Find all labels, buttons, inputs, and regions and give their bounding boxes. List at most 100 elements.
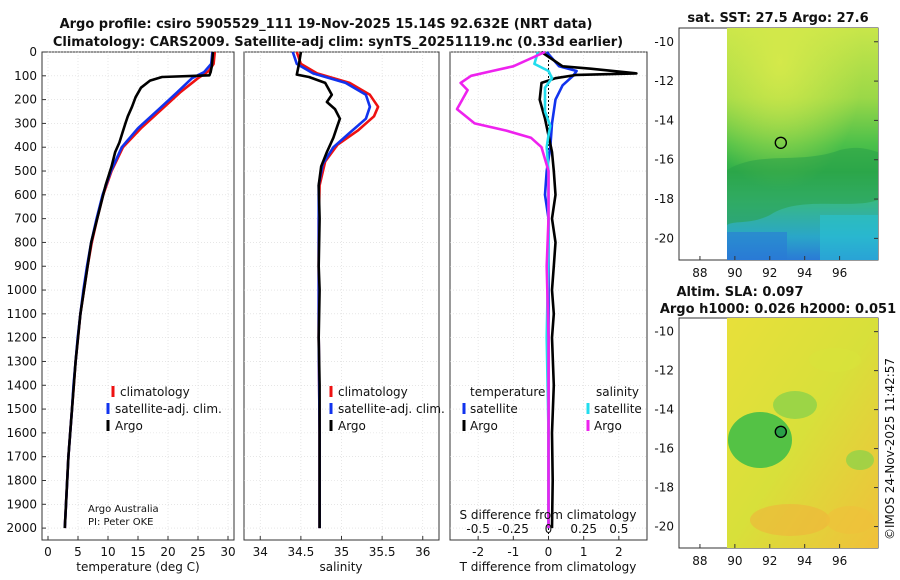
series-line-t-argo [538,50,638,529]
map-x-tick-label: 90 [727,266,742,280]
sla-map-title-1: Altim. SLA: 0.097 [677,285,804,300]
depth-tick-label: 2000 [6,521,37,535]
sst-blue-patch [727,232,787,260]
temp-legend-argo: Argo [115,419,143,433]
map-y-tick-label: -10 [654,35,674,49]
map-y-tick-label: -14 [654,113,674,127]
difference-legend-right: salinity satellite Argo [586,385,642,433]
title-line-2: Climatology: CARS2009. Satellite-adj cli… [53,35,623,50]
title-line-1: Argo profile: csiro 5905529_111 19-Nov-2… [60,17,593,32]
x-tick-label: -2 [472,545,484,559]
x-tick-label: 15 [130,545,145,559]
salinity-legend: climatology satellite-adj. clim. Argo [329,385,445,433]
map-x-tick-label: 96 [832,266,847,280]
legend-s-satellite: satellite [594,402,642,416]
map-y-tick-label: -12 [654,364,674,378]
sla-high-south [750,504,830,536]
x-tick-label: 0 [545,545,553,559]
temperature-panel: 0 5 10 15 20 25 30 temperature (deg C) climato… [41,51,236,574]
series-line-s-argo [455,50,550,529]
x-tick-label: 34.5 [288,545,315,559]
sla-low-west [728,412,792,468]
x-tick-label: 5 [74,545,82,559]
depth-tick-label: 1100 [6,307,37,321]
depth-tick-label: 1600 [6,426,37,440]
sst-cool-band [727,147,878,225]
difference-legend-left: temperature satellite Argo [462,385,545,433]
map-x-tick-label: 92 [762,266,777,280]
depth-tick-label: 600 [14,188,37,202]
x-tick-label: 25 [190,545,205,559]
salinity-panel: 34 34.5 35 35.5 36 salinity climatology sate… [243,51,445,574]
s-tick-label: 0 [545,522,553,536]
depth-tick-label: 1800 [6,473,37,487]
map-y-tick-label: -12 [654,74,674,88]
map-x-tick-label: 94 [797,266,812,280]
legend-t-argo: Argo [470,419,498,433]
map-y-tick-label: -20 [654,231,674,245]
depth-tick-label: 400 [14,140,37,154]
sla-low-mid [773,391,817,419]
temperature-lines [63,51,217,529]
s-difference-label: S difference from climatology [460,508,637,522]
credit-line-1: Argo Australia [88,504,159,515]
series-line-argo [295,51,342,529]
x-tick-label: 1 [580,545,588,559]
map-y-tick-label: -10 [654,325,674,339]
x-tick-label: 35 [334,545,349,559]
sst-map-title: sat. SST: 27.5 Argo: 27.6 [687,11,868,26]
s-tick-label: -0.25 [498,522,529,536]
depth-tick-label: 200 [14,93,37,107]
temperature-x-ticks: 0 5 10 15 20 25 30 [44,536,236,559]
depth-tick-label: 800 [14,235,37,249]
map-x-tick-label: 94 [797,554,812,568]
sal-legend-argo: Argo [338,419,366,433]
difference-x-ticks: -2 -1 0 1 2 [472,536,623,559]
x-tick-label: 0 [44,545,52,559]
salinity-x-ticks: 34 34.5 35 35.5 36 [253,536,430,559]
legend-salinity-title: salinity [596,385,639,399]
x-tick-label: -1 [507,545,519,559]
difference-panel: -2 -1 0 1 2 T difference from climatology S … [449,50,648,574]
depth-tick-label: 0 [29,45,37,59]
x-tick-label: 20 [160,545,175,559]
temperature-grid [42,51,234,540]
difference-lines [455,50,638,529]
depth-tick-label: 1200 [6,331,37,345]
sst-argo-marker [774,136,787,150]
map-y-tick-label: -14 [654,403,674,417]
temperature-xlabel: temperature (deg C) [76,560,199,574]
sla-axis-ticks: 88 90 92 94 96 -10 -12 -14 -16 -18 -20 [654,325,878,568]
depth-tick-label: 1900 [6,497,37,511]
sla-high-east [826,506,874,534]
difference-xlabel: T difference from climatology [459,560,637,574]
sal-legend-satellite: satellite-adj. clim. [338,402,445,416]
salinity-xlabel: salinity [319,560,362,574]
sla-map-panel: Altim. SLA: 0.097 Argo h1000: 0.026 h200… [654,285,896,568]
map-y-tick-label: -20 [654,520,674,534]
x-tick-label: 35.5 [369,545,396,559]
depth-tick-label: 1400 [6,378,37,392]
s-tick-label: 0.25 [570,522,597,536]
x-tick-label: 36 [415,545,430,559]
sal-legend-climatology: climatology [338,385,408,399]
x-tick-label: 10 [100,545,115,559]
map-x-tick-label: 90 [727,554,742,568]
x-tick-label: 30 [220,545,235,559]
map-x-tick-label: 92 [762,554,777,568]
s-tick-label: -0.5 [466,522,489,536]
map-x-tick-label: 88 [692,266,707,280]
temperature-legend: climatology satellite-adj. clim. Argo [106,385,222,433]
map-y-tick-label: -16 [654,153,674,167]
imos-stamp: ©IMOS 24-Nov-2025 11:42:57 [883,358,897,540]
map-y-tick-label: -18 [654,481,674,495]
sst-cyan-patch [820,215,878,260]
depth-tick-label: 1700 [6,450,37,464]
series-line-argo [63,51,215,529]
legend-temperature-title: temperature [470,385,545,399]
x-tick-label: 34 [253,545,268,559]
depth-tick-label: 700 [14,212,37,226]
map-y-tick-label: -18 [654,192,674,206]
sla-low-north [809,348,861,372]
